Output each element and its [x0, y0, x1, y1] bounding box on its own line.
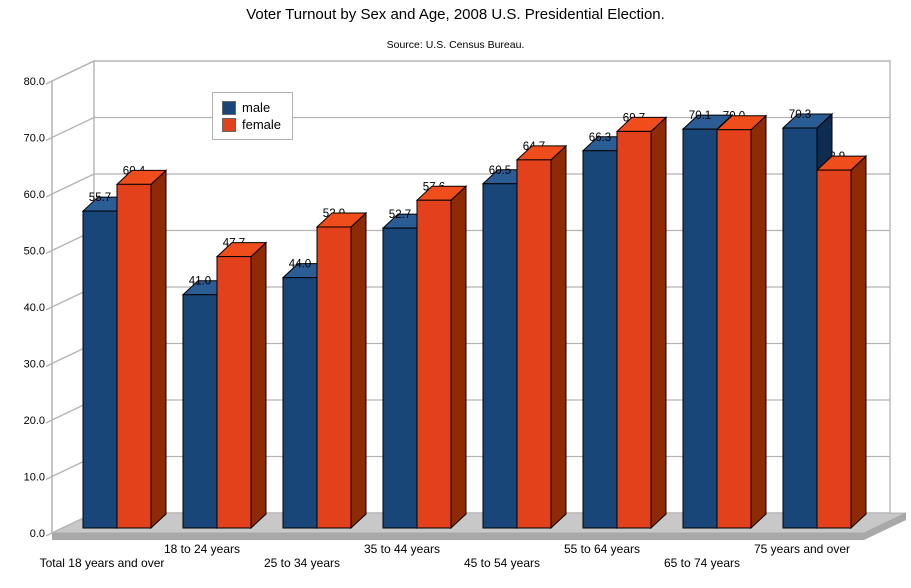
y-axis-tick-label: 40.0: [24, 302, 45, 314]
bar-male-2-front: [282, 277, 318, 529]
y-axis-tick-label: 20.0: [24, 415, 45, 427]
bar-female-2-side: [350, 211, 367, 530]
x-axis-category-label: 55 to 64 years: [564, 542, 640, 556]
y-axis-tick-label: 80.0: [24, 76, 45, 88]
y-axis-tick: [45, 249, 53, 255]
chart-title: Voter Turnout by Sex and Age, 2008 U.S. …: [246, 6, 665, 23]
y-axis-tick-label: 50.0: [24, 246, 45, 258]
y-axis-tick: [45, 475, 53, 481]
legend-item-male: male: [222, 100, 281, 115]
value-label-male-7: 70.3: [789, 109, 811, 121]
legend-swatch-male: [222, 100, 236, 115]
y-axis-tick-label: 70.0: [24, 133, 45, 145]
x-axis-category-label: 75 years and over: [754, 542, 850, 556]
bar-male-4-front: [482, 183, 518, 529]
y-axis-tick: [45, 80, 53, 85]
y-axis-tick-label: 0.0: [30, 528, 45, 540]
chart-floor-front-face: [52, 533, 864, 540]
bar-female-2-front: [316, 226, 352, 529]
gridline-diagonal: [51, 173, 95, 195]
x-axis-category-label: 45 to 54 years: [464, 556, 540, 570]
value-label-male-4: 60.5: [489, 165, 511, 177]
bar-female-4-front: [516, 159, 552, 529]
bar-female-6-front: [716, 129, 752, 529]
bar-female-5-front: [616, 130, 652, 529]
x-axis-category-label: 65 to 74 years: [664, 556, 740, 570]
bar-female-7-side: [850, 154, 867, 530]
y-axis-tick-label: 60.0: [24, 189, 45, 201]
gridline-diagonal: [51, 60, 95, 82]
bar-male-3-front: [382, 227, 418, 529]
legend-item-female: female: [222, 117, 281, 132]
y-axis-tick-label: 30.0: [24, 359, 45, 371]
y-axis-tick: [45, 532, 53, 537]
bar-female-6-side: [750, 114, 767, 530]
gridline-diagonal: [51, 116, 95, 139]
bar-male-0-front: [82, 210, 118, 529]
bar-female-1-side: [250, 241, 267, 530]
value-label-male-3: 52.7: [389, 209, 411, 221]
value-label-male-5: 66.3: [589, 132, 611, 144]
bar-female-5-side: [650, 116, 667, 530]
bar-male-1-front: [182, 294, 218, 529]
bar-female-7-front: [816, 169, 852, 529]
bar-female-3-front: [416, 199, 452, 529]
y-axis-tick: [45, 306, 53, 311]
y-axis-tick: [45, 419, 53, 424]
chart-floor: [51, 512, 907, 534]
y-axis-tick-label: 10.0: [24, 472, 45, 484]
bar-female-4-side: [550, 144, 567, 530]
x-axis-category-label: 25 to 34 years: [264, 556, 340, 570]
bar-male-7-front: [782, 127, 818, 529]
value-label-male-0: 55.7: [89, 192, 111, 204]
bar-male-5-front: [582, 150, 618, 529]
value-label-male-6: 70.1: [689, 110, 711, 122]
y-axis-tick: [45, 362, 53, 368]
x-axis-category-label: Total 18 years and over: [40, 556, 165, 570]
bar-female-0-front: [116, 183, 152, 529]
x-axis-category-label: 18 to 24 years: [164, 542, 240, 556]
y-axis-tick: [45, 193, 53, 198]
value-label-male-1: 41.0: [189, 276, 211, 288]
bar-female-3-side: [450, 185, 467, 530]
bar-female-0-side: [150, 169, 167, 530]
bar-female-1-front: [216, 256, 252, 529]
legend: male female: [212, 92, 294, 140]
chart-floor-right-face: [864, 513, 906, 540]
x-axis-category-label: 35 to 44 years: [364, 542, 440, 556]
bar-male-6-front: [682, 128, 718, 529]
legend-label-male: male: [242, 100, 271, 115]
legend-label-female: female: [242, 117, 282, 132]
value-label-male-2: 44.0: [289, 259, 311, 271]
y-axis-tick: [45, 136, 53, 142]
chart-subtitle: Source: U.S. Census Bureau.: [386, 39, 525, 51]
legend-swatch-female: [222, 117, 236, 132]
